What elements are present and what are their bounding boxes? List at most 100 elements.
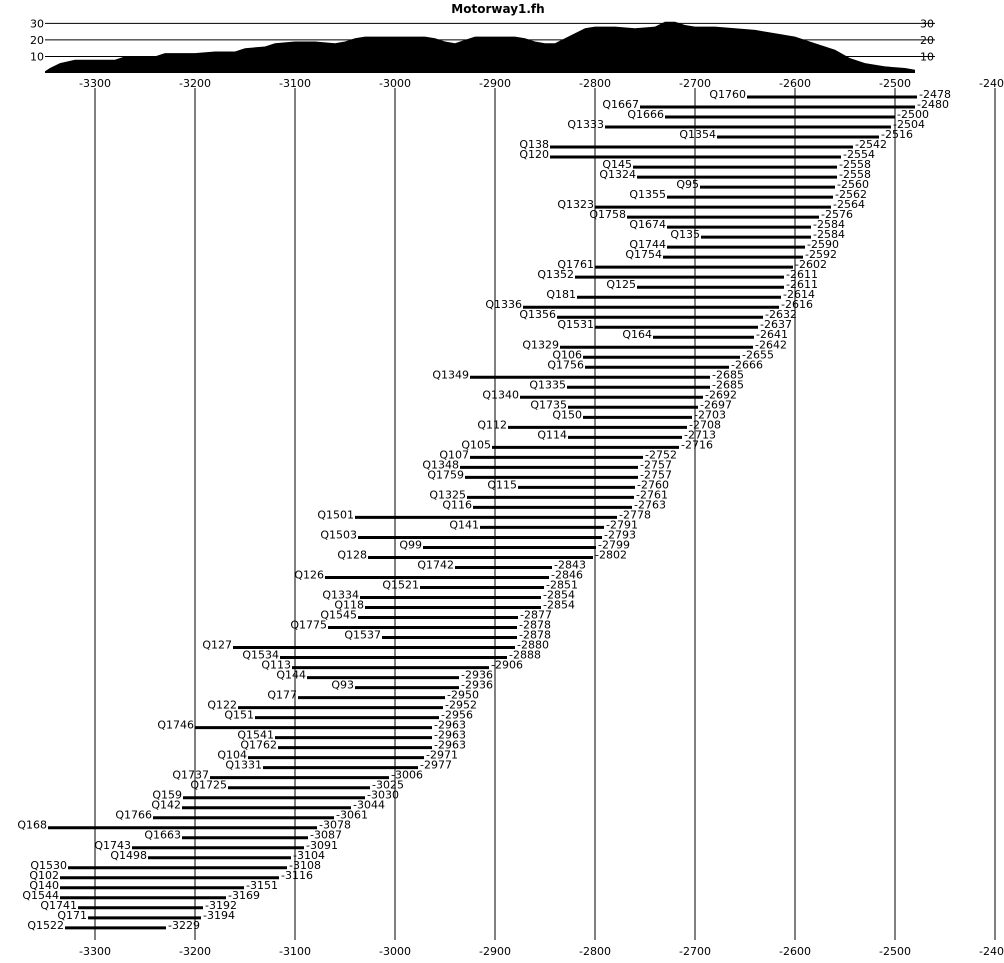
bar-end-label: -2936 [461, 669, 493, 682]
bar-end-label: -2716 [681, 438, 713, 451]
chart-title: Motorway1.fh [451, 2, 544, 16]
bar-end-label: -3108 [289, 859, 321, 872]
bar-label: Q1744 [629, 238, 666, 251]
bar-label: Q141 [449, 518, 479, 531]
x-tick-label-bottom: -2400 [979, 945, 1004, 958]
bar-label: Q1530 [30, 859, 67, 872]
bar-end-label: -2692 [705, 388, 737, 401]
bar-end-label: -3091 [306, 839, 338, 852]
gridlines [94, 88, 996, 940]
bar-label: Q1544 [22, 889, 59, 902]
x-tick-label-top: -2900 [479, 77, 511, 90]
bar-label: Q125 [606, 278, 636, 291]
bar-label: Q1754 [625, 248, 662, 261]
bar-label: Q1334 [322, 589, 359, 602]
bar-label: Q128 [337, 548, 367, 561]
bar-end-label: -2641 [756, 328, 788, 341]
bar-label: Q142 [151, 799, 181, 812]
bar-end-label: -3104 [293, 849, 325, 862]
bar-label: Q150 [552, 408, 582, 421]
bar-label: Q1522 [27, 919, 64, 932]
bar-label: Q1323 [557, 198, 594, 211]
bar-label: Q1336 [485, 298, 522, 311]
bar-end-label: -2713 [684, 428, 716, 441]
bar-end-label: -3078 [319, 819, 351, 832]
bar-label: Q135 [670, 228, 700, 241]
bar-label: Q1356 [519, 308, 556, 321]
bar-end-label: -2542 [855, 138, 887, 151]
x-tick-label-bottom: -3100 [279, 945, 311, 958]
bar-label: Q164 [622, 328, 652, 341]
bar-label: Q1354 [679, 128, 716, 141]
bar-label: Q144 [276, 669, 306, 682]
bar-end-label: -2950 [447, 689, 479, 702]
bar-label: Q1756 [547, 358, 584, 371]
bar-end-label: -2791 [606, 518, 638, 531]
bar-end-label: -2554 [843, 148, 875, 161]
bar-end-label: -2757 [640, 458, 672, 471]
bar-end-label: -2632 [765, 308, 797, 321]
bar-label: Q112 [477, 418, 507, 431]
bar-label: Q1329 [522, 338, 559, 351]
bar-label: Q1743 [94, 839, 131, 852]
bar-end-label: -2558 [839, 168, 871, 181]
bar-end-label: -2888 [509, 649, 541, 662]
bar-label: Q1766 [115, 809, 152, 822]
x-tick-label-bottom: -3000 [379, 945, 411, 958]
x-tick-label-top: -2400 [979, 77, 1004, 90]
bar-end-label: -2963 [434, 719, 466, 732]
bar-end-label: -2614 [783, 288, 815, 301]
bar-end-label: -3194 [203, 909, 235, 922]
x-tick-label-top: -3300 [79, 77, 111, 90]
bar-end-label: -2757 [640, 468, 672, 481]
bar-end-label: -2846 [551, 568, 583, 581]
bar-label: Q104 [217, 749, 247, 762]
bar-label: Q118 [334, 599, 364, 612]
bar-end-label: -3061 [336, 809, 368, 822]
bar-label: Q151 [224, 709, 254, 722]
x-tick-label-top: -3100 [279, 77, 311, 90]
bar-end-label: -2592 [805, 248, 837, 261]
elevation-profile: 10 10 20 20 30 30 [30, 17, 935, 73]
bar-end-label: -2843 [554, 558, 586, 571]
bar-end-label: -2906 [491, 659, 523, 672]
bar-end-label: -2642 [755, 338, 787, 351]
bar-label: Q114 [537, 428, 567, 441]
bar-end-label: -2703 [694, 408, 726, 421]
bar-label: Q140 [29, 879, 59, 892]
bar-label: Q93 [331, 679, 354, 692]
bar-end-label: -2697 [700, 398, 732, 411]
bar-label: Q1762 [240, 739, 277, 752]
profile-y-tick-label-left: 10 [30, 50, 44, 63]
bar-end-label: -2793 [604, 528, 636, 541]
bar-label: Q1666 [627, 108, 664, 121]
bar-label: Q1352 [537, 268, 574, 281]
bar-label: Q171 [57, 909, 87, 922]
bar-label: Q1541 [237, 729, 274, 742]
profile-y-tick-label-left: 20 [30, 34, 44, 47]
bar-label: Q1761 [557, 258, 594, 271]
x-tick-label-top: -2500 [879, 77, 911, 90]
bar-end-label: -2590 [807, 238, 839, 251]
profile-y-tick-label-right: 10 [920, 50, 934, 63]
bar-label: Q159 [152, 789, 182, 802]
bar-label: Q105 [461, 438, 491, 451]
x-tick-label-bottom: -2500 [879, 945, 911, 958]
bar-label: Q181 [546, 288, 576, 301]
bar-end-label: -2963 [434, 729, 466, 742]
bar-end-label: -2666 [731, 358, 763, 371]
bar-label: Q95 [676, 178, 699, 191]
bar-end-label: -3229 [168, 919, 200, 932]
bar-end-label: -2685 [712, 378, 744, 391]
bar-end-label: -2500 [897, 108, 929, 121]
profile-y-tick-label-right: 30 [920, 17, 934, 30]
bar-end-label: -2611 [786, 278, 818, 291]
profile-y-tick-label-left: 30 [30, 17, 44, 30]
bar-label: Q1758 [589, 208, 626, 221]
bar-label: Q1531 [557, 318, 594, 331]
bar-end-label: -2564 [833, 198, 865, 211]
x-tick-label-top: -2700 [679, 77, 711, 90]
bar-label: Q177 [267, 689, 297, 702]
x-tick-label-top: -2600 [779, 77, 811, 90]
bar-end-label: -2558 [839, 158, 871, 171]
